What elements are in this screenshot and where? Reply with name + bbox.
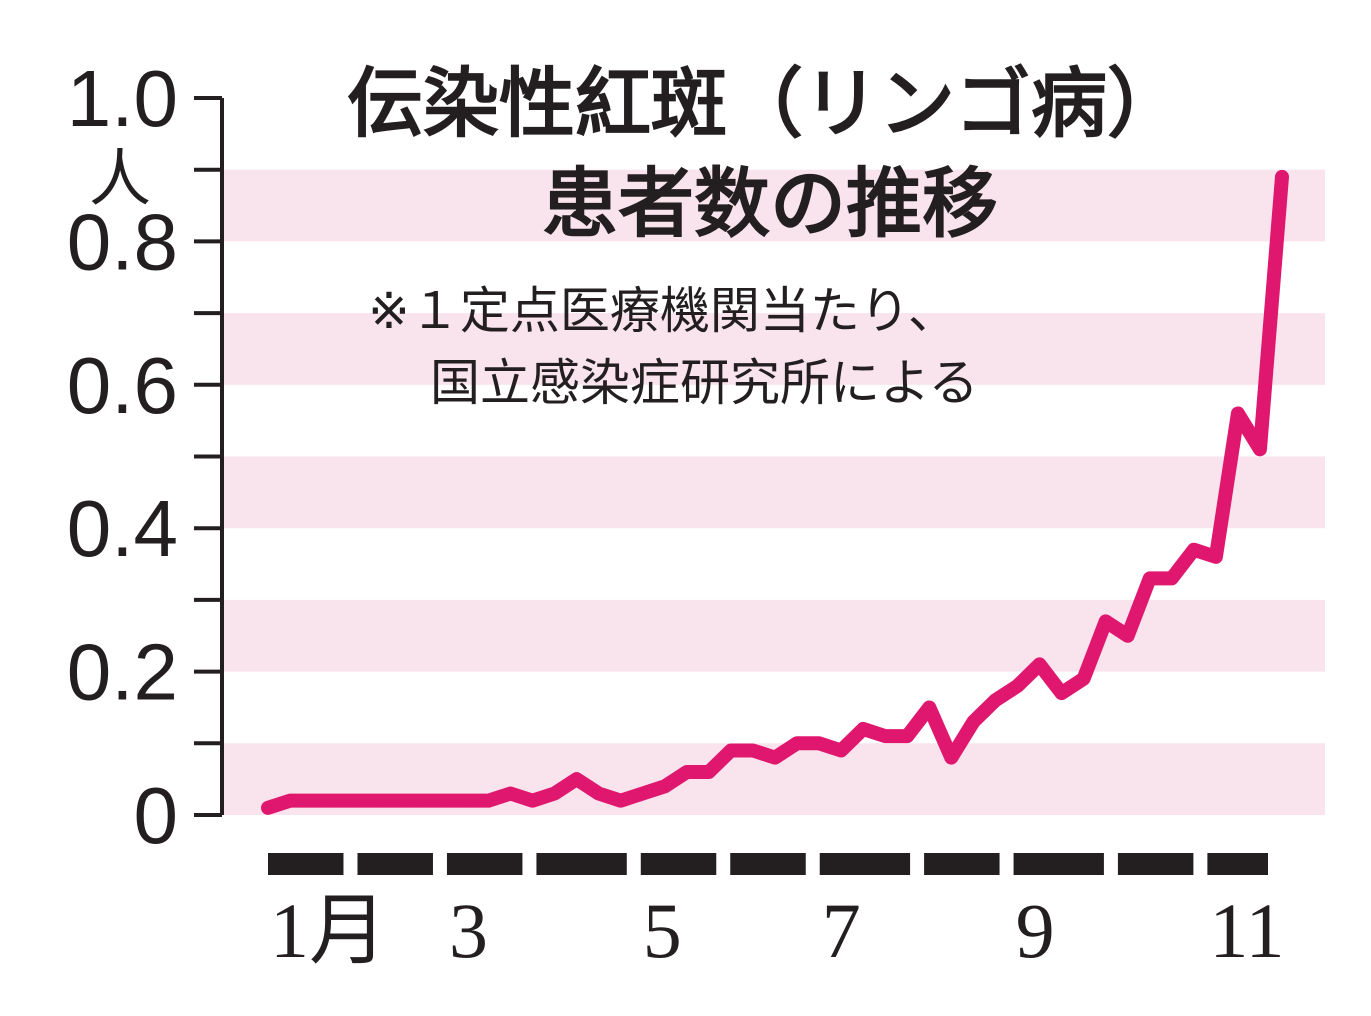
data-point (1124, 632, 1131, 639)
background-bands (222, 169, 1325, 815)
data-point (507, 790, 514, 797)
month-bar-segment (357, 853, 433, 875)
x-tick-label: 11 (1209, 887, 1284, 974)
month-bar-segment (924, 853, 1000, 875)
data-point (1190, 546, 1197, 553)
y-tick-label: 0.8 (67, 197, 178, 286)
chart-note-line1: ※１定点医療機関当たり、 (368, 282, 958, 340)
y-tick-label: 1.0 (67, 54, 178, 143)
month-bar (268, 853, 1268, 875)
background-band-1 (222, 313, 1325, 385)
data-point (970, 718, 977, 725)
data-point (882, 733, 889, 740)
month-bar-segment (1207, 853, 1268, 875)
data-point (749, 747, 756, 754)
y-tick-labels: 1.0 0.8 0.6 0.4 0.2 0 (67, 54, 178, 860)
x-tick-labels: 1月 3 5 7 9 11 (270, 887, 1285, 974)
y-tick-label: 0.6 (67, 341, 178, 430)
month-bar-segment (268, 853, 344, 875)
month-bar-segment (730, 853, 806, 875)
month-bar-segment (446, 853, 523, 875)
month-bar-segment (536, 853, 627, 875)
data-point (992, 697, 999, 704)
y-tick-label: 0.2 (67, 628, 178, 717)
month-bar-segment (1013, 853, 1104, 875)
series-layer (261, 169, 1289, 815)
data-point (816, 740, 823, 747)
data-point (1256, 446, 1263, 453)
data-point (705, 768, 712, 775)
data-point (485, 797, 492, 804)
data-point (1080, 675, 1087, 682)
x-tick-label: 3 (449, 887, 488, 974)
month-bar-segment (640, 853, 717, 875)
data-point (617, 797, 624, 804)
x-tick-label: 1月 (270, 887, 387, 974)
data-point (661, 783, 668, 790)
data-point (1058, 690, 1065, 697)
x-tick-label: 7 (822, 887, 861, 974)
data-point (595, 790, 602, 797)
data-point (419, 797, 426, 804)
data-point (860, 725, 867, 732)
background-band-3 (222, 599, 1325, 672)
chart-title-line2: 患者数の推移 (542, 159, 998, 248)
data-point (772, 754, 778, 761)
background-band-2 (222, 456, 1325, 529)
data-point (794, 740, 801, 747)
data-point (948, 754, 955, 761)
data-point (309, 797, 316, 804)
data-point (375, 797, 382, 804)
data-point (1102, 618, 1109, 625)
data-point (1014, 682, 1021, 689)
data-point (727, 747, 734, 754)
y-unit-label: 人 (89, 142, 151, 215)
data-point (639, 790, 646, 797)
x-tick-label: 9 (1016, 887, 1055, 974)
data-point (1212, 553, 1219, 560)
data-point (441, 797, 448, 804)
data-point (838, 747, 845, 754)
data-point (573, 776, 580, 783)
data-point (397, 797, 404, 804)
data-point (1146, 575, 1153, 582)
data-point (529, 797, 536, 804)
data-point (683, 768, 690, 775)
data-point (1036, 661, 1043, 668)
background-band-0 (222, 169, 1325, 242)
data-point (551, 790, 558, 797)
x-tick-label: 5 (643, 887, 682, 974)
data-point (904, 733, 911, 740)
data-point (265, 804, 271, 811)
data-point (353, 797, 360, 804)
data-point (1168, 575, 1175, 582)
data-point (926, 704, 933, 711)
chart-note-line2: 国立感染症研究所による (430, 354, 979, 412)
data-point (1234, 410, 1241, 417)
data-point (331, 797, 338, 804)
data-point (463, 797, 470, 804)
y-tick-label: 0.4 (67, 484, 178, 573)
data-point (1279, 173, 1285, 180)
month-bar-segment (1117, 853, 1194, 875)
data-point (287, 797, 294, 804)
chart-title-line1: 伝染性紅斑（リンゴ病） (347, 59, 1183, 148)
y-axis (194, 96, 224, 817)
y-tick-label: 0 (134, 771, 179, 860)
month-bar-segment (819, 853, 911, 875)
